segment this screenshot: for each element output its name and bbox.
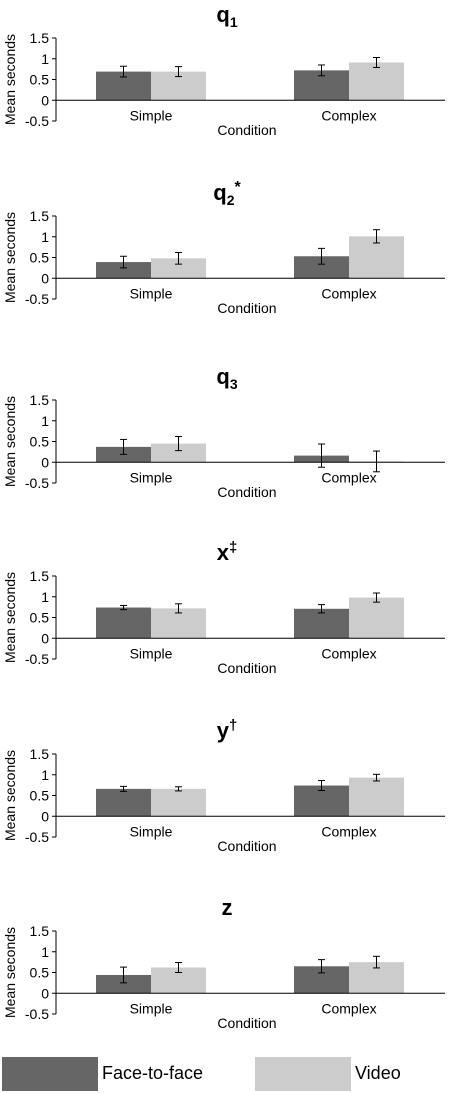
- y-tick-label: -0.5: [25, 291, 49, 307]
- y-tick-label: 0: [41, 454, 49, 470]
- x-tick-label-complex: Complex: [321, 285, 376, 301]
- y-axis-label: Mean seconds: [2, 572, 18, 663]
- y-tick-label: 0.5: [30, 610, 50, 626]
- y-tick-label: 0.5: [30, 250, 50, 266]
- chart-title: q3: [216, 364, 237, 392]
- chart-panel-2: q2* 1.5 1 0.5 0 -0.5 Mean seconds Simple Complex…: [2, 179, 445, 316]
- bar-face-to-face-simple: [96, 607, 151, 639]
- y-tick-label: -0.5: [25, 651, 49, 667]
- y-axis-label: Mean seconds: [2, 34, 18, 125]
- chart-panel-6: z 1.5 1 0.5 0 -0.5 Mean seconds Simple Complex Co…: [2, 895, 445, 1031]
- bar-face-to-face-complex: [294, 256, 349, 279]
- chart-title: y†: [217, 717, 238, 743]
- y-tick-label: 1: [41, 229, 49, 245]
- y-axis-label: Mean seconds: [2, 212, 18, 303]
- chart-title: x‡: [217, 539, 238, 565]
- y-tick-label: 0.5: [30, 434, 50, 450]
- x-tick-label-simple: Simple: [130, 285, 173, 301]
- bar-video-complex: [349, 777, 404, 817]
- x-tick-label-simple: Simple: [130, 469, 173, 485]
- x-axis-label: Condition: [217, 660, 276, 676]
- bar-video-complex: [349, 597, 404, 639]
- x-tick-label-complex: Complex: [321, 469, 376, 485]
- y-tick-label: 1: [41, 944, 49, 960]
- x-axis-label: Condition: [217, 300, 276, 316]
- x-axis-label: Condition: [217, 838, 276, 854]
- y-tick-label: 1.5: [30, 208, 50, 224]
- chart-panel-1: q1 1.5 1 0.5 0 -0.5 Mean seconds Simple Complex C…: [2, 2, 445, 138]
- x-axis-label: Condition: [217, 122, 276, 138]
- y-tick-label: 1: [41, 413, 49, 429]
- y-tick-label: -0.5: [25, 113, 49, 129]
- chart-title: z: [222, 895, 233, 920]
- x-tick-label-complex: Complex: [321, 1000, 376, 1016]
- y-tick-label: 1.5: [30, 568, 50, 584]
- y-tick-label: 0: [41, 92, 49, 108]
- chart-title: q1: [216, 2, 237, 30]
- chart-panel-4: x‡ 1.5 1 0.5 0 -0.5 Mean seconds Simple Complex C…: [2, 539, 445, 676]
- bar-video-simple: [151, 788, 206, 817]
- x-tick-label-complex: Complex: [321, 645, 376, 661]
- bar-face-to-face-simple: [96, 974, 151, 994]
- x-tick-label-simple: Simple: [130, 645, 173, 661]
- y-tick-label: 1.5: [30, 392, 50, 408]
- y-tick-label: 1: [41, 767, 49, 783]
- bar-face-to-face-simple: [96, 262, 151, 279]
- chart-panel-5: y† 1.5 1 0.5 0 -0.5 Mean seconds Simple Complex C…: [2, 717, 445, 854]
- y-tick-label: 0.5: [30, 965, 50, 981]
- x-tick-label-simple: Simple: [130, 107, 173, 123]
- bar-video-complex: [349, 62, 404, 101]
- y-tick-label: 0: [41, 270, 49, 286]
- bar-face-to-face-complex: [294, 608, 349, 639]
- y-tick-label: 1: [41, 589, 49, 605]
- x-tick-label-complex: Complex: [321, 107, 376, 123]
- y-tick-label: 0.5: [30, 788, 50, 804]
- x-axis-label: Condition: [217, 484, 276, 500]
- x-tick-label-complex: Complex: [321, 823, 376, 839]
- y-axis-label: Mean seconds: [2, 750, 18, 841]
- y-axis-label: Mean seconds: [2, 396, 18, 487]
- legend-swatch-video: [255, 1057, 351, 1091]
- x-tick-label-simple: Simple: [130, 823, 173, 839]
- y-axis-label: Mean seconds: [2, 927, 18, 1018]
- legend-label-video: Video: [355, 1063, 401, 1083]
- chart-title: q2*: [213, 179, 241, 208]
- legend: Face-to-face Video: [0, 1055, 454, 1091]
- y-tick-label: 1: [41, 51, 49, 67]
- y-tick-label: 0.5: [30, 72, 50, 88]
- y-tick-label: 1.5: [30, 923, 50, 939]
- legend-label-face-to-face: Face-to-face: [102, 1063, 204, 1083]
- bar-face-to-face-simple: [96, 788, 151, 817]
- y-tick-label: 0: [41, 808, 49, 824]
- y-tick-label: 1.5: [30, 30, 50, 46]
- y-tick-label: -0.5: [25, 829, 49, 845]
- y-tick-label: 1.5: [30, 746, 50, 762]
- legend-swatch-face-to-face: [2, 1057, 98, 1091]
- y-tick-label: 0: [41, 985, 49, 1001]
- y-tick-label: -0.5: [25, 1006, 49, 1022]
- x-tick-label-simple: Simple: [130, 1000, 173, 1016]
- bar-video-simple: [151, 258, 206, 279]
- y-tick-label: 0: [41, 630, 49, 646]
- y-tick-label: -0.5: [25, 475, 49, 491]
- bar-video-simple: [151, 443, 206, 463]
- x-axis-label: Condition: [217, 1015, 276, 1031]
- chart-panel-3: q3 1.5 1 0.5 0 -0.5 Mean seconds Simple Complex C…: [2, 364, 445, 500]
